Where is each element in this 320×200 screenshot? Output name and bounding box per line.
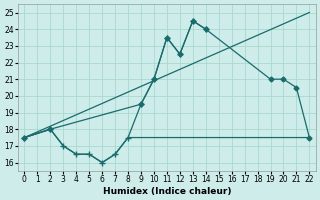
X-axis label: Humidex (Indice chaleur): Humidex (Indice chaleur) (103, 187, 231, 196)
